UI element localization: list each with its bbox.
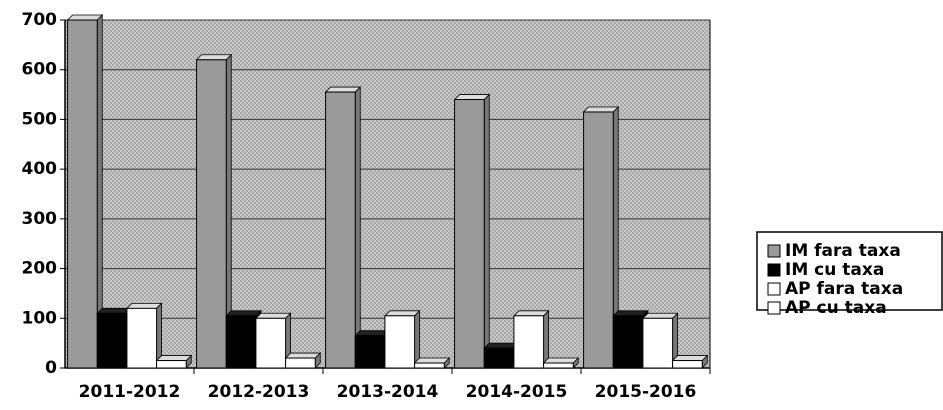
x-tick-label: 2011-2012 bbox=[79, 382, 181, 402]
bar-top bbox=[195, 54, 233, 61]
legend-label: IM fara taxa bbox=[785, 241, 901, 261]
legend-swatch bbox=[767, 282, 781, 296]
legend-swatch bbox=[767, 244, 781, 258]
bar bbox=[255, 317, 287, 369]
bar-side bbox=[354, 86, 361, 369]
x-tick-label: 2012-2013 bbox=[208, 382, 310, 402]
bar-top bbox=[641, 312, 679, 319]
bar-top bbox=[225, 310, 262, 317]
bar bbox=[225, 315, 257, 369]
bar bbox=[454, 99, 485, 369]
y-tick-label: 600 bbox=[22, 60, 58, 80]
bar bbox=[483, 347, 515, 369]
y-tick-label: 700 bbox=[22, 10, 58, 30]
bar bbox=[354, 335, 386, 369]
bar bbox=[96, 312, 128, 369]
y-tick-label: 300 bbox=[22, 209, 58, 229]
bar bbox=[156, 360, 187, 369]
bar-top bbox=[512, 310, 550, 317]
x-tick-label: 2013-2014 bbox=[337, 382, 439, 402]
bar bbox=[285, 357, 316, 369]
bar bbox=[513, 315, 545, 369]
legend-label: IM cu taxa bbox=[785, 260, 884, 280]
bar bbox=[543, 362, 574, 369]
legend-swatch bbox=[767, 301, 781, 315]
x-tick-label: 2015-2016 bbox=[595, 382, 697, 402]
bar bbox=[583, 111, 614, 369]
bar-top bbox=[125, 302, 163, 309]
bar bbox=[672, 360, 703, 369]
legend-label: AP fara taxa bbox=[785, 279, 903, 299]
bar bbox=[414, 362, 445, 369]
bar-top bbox=[383, 310, 421, 317]
bar-side bbox=[483, 93, 490, 369]
bar bbox=[612, 315, 644, 369]
bar bbox=[196, 59, 227, 369]
bar bbox=[325, 91, 356, 369]
bar bbox=[642, 317, 674, 369]
x-tick-label: 2014-2015 bbox=[466, 382, 568, 402]
bar-top bbox=[413, 357, 451, 364]
bar bbox=[384, 315, 416, 369]
bar-top bbox=[612, 310, 649, 317]
y-tick-label: 200 bbox=[22, 259, 58, 279]
legend-box bbox=[756, 231, 943, 311]
bar bbox=[67, 19, 98, 369]
bar-top bbox=[582, 106, 620, 113]
y-tick-label: 0 bbox=[45, 358, 57, 378]
legend-swatch bbox=[767, 263, 781, 277]
bar-top bbox=[254, 312, 292, 319]
bar-top bbox=[66, 14, 104, 21]
bar-top bbox=[155, 355, 193, 361]
legend-label: AP cu taxa bbox=[785, 298, 887, 318]
bar-top bbox=[453, 94, 491, 100]
y-tick-label: 500 bbox=[22, 109, 58, 129]
y-tick-label: 100 bbox=[22, 308, 58, 328]
bar-top bbox=[324, 86, 362, 93]
bar-top bbox=[542, 357, 580, 364]
y-tick-label: 400 bbox=[22, 159, 58, 179]
bar-top bbox=[284, 352, 322, 359]
bar bbox=[126, 307, 158, 369]
bar-top bbox=[671, 355, 709, 361]
